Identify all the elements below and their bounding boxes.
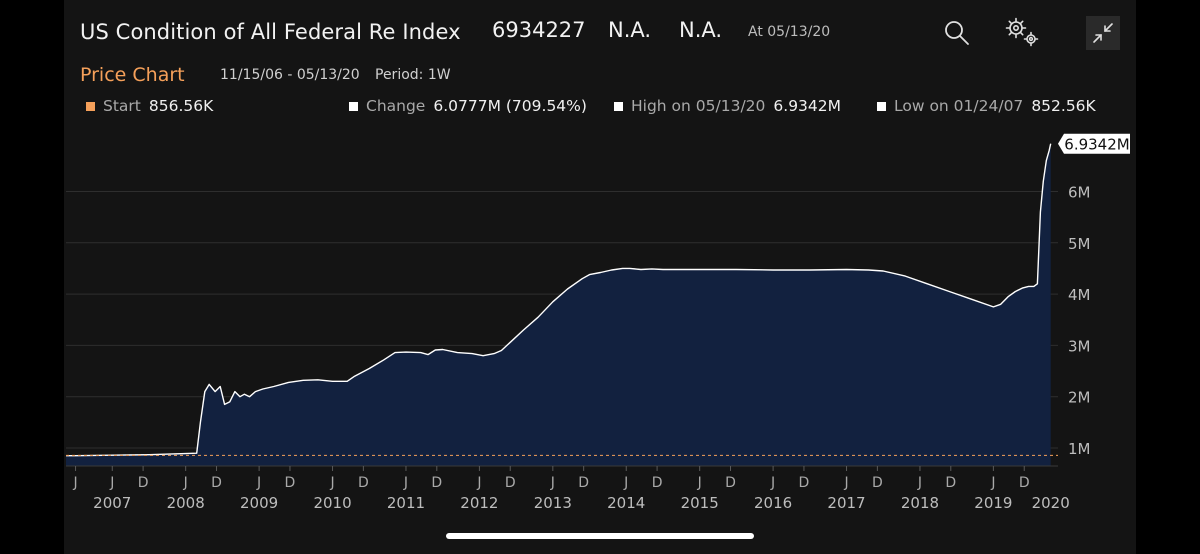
x-tick-month-21: J	[843, 475, 848, 491]
high-label: High on 05/13/20	[631, 97, 766, 115]
low-value: 852.56K	[1031, 97, 1096, 115]
x-tick-year-2017: 2017	[827, 494, 865, 512]
x-tick-month-13: J	[550, 475, 555, 491]
last-value-label: 6.9342M	[1064, 136, 1129, 154]
home-indicator[interactable]	[446, 533, 754, 539]
minimize-icon[interactable]	[1086, 16, 1120, 50]
price-chart-label[interactable]: Price Chart	[80, 64, 185, 86]
x-tick-year-2012: 2012	[460, 494, 498, 512]
series-line	[66, 143, 1052, 457]
x-tick-month-24: D	[945, 475, 956, 491]
y-tick-3M: 3M	[1068, 337, 1091, 355]
y-tick-2M: 2M	[1068, 389, 1091, 407]
low-label: Low on 01/24/07	[894, 97, 1024, 115]
x-tick-month-20: D	[799, 475, 810, 491]
stat-start: Start 856.56K	[86, 97, 213, 115]
change-legend-swatch	[349, 101, 358, 111]
x-tick-month-1: J	[109, 475, 114, 491]
x-tick-month-5: J	[256, 475, 261, 491]
high-value: 6.9342M	[773, 97, 842, 115]
x-tick-month-14: D	[578, 475, 589, 491]
x-tick-year-2011: 2011	[387, 494, 425, 512]
x-tick-month-3: J	[183, 475, 188, 491]
stat-high: High on 05/13/20 6.9342M	[614, 97, 841, 115]
change-label: Change	[366, 97, 426, 115]
x-tick-month-11: J	[476, 475, 481, 491]
high-legend-swatch	[614, 101, 623, 111]
x-tick-year-2013: 2013	[534, 494, 572, 512]
x-tick-year-2009: 2009	[240, 494, 278, 512]
x-tick-month-16: D	[652, 475, 663, 491]
net-change: N.A.	[608, 18, 652, 42]
date-range: 11/15/06 - 05/13/20	[220, 67, 360, 83]
y-tick-5M: 5M	[1068, 235, 1091, 253]
x-tick-month-23: J	[917, 475, 922, 491]
x-tick-month-2: D	[138, 475, 149, 491]
x-tick-month-17: J	[697, 475, 702, 491]
x-tick-year-2014: 2014	[607, 494, 645, 512]
x-tick-month-15: J	[623, 475, 628, 491]
x-tick-month-12: D	[505, 475, 516, 491]
x-tick-month-6: D	[285, 475, 296, 491]
stat-change: Change 6.0777M (709.54%)	[349, 97, 587, 115]
x-tick-month-19: J	[770, 475, 775, 491]
x-tick-month-9: J	[403, 475, 408, 491]
x-tick-month-18: D	[725, 475, 736, 491]
last-value-callout	[1058, 133, 1130, 154]
x-tick-year-2018: 2018	[901, 494, 939, 512]
x-tick-month-8: D	[358, 475, 369, 491]
settings-icon[interactable]	[1004, 16, 1040, 48]
x-tick-year-2008: 2008	[167, 494, 205, 512]
x-tick-year-2016: 2016	[754, 494, 792, 512]
as-of-date: At 05/13/20	[748, 24, 831, 40]
series-area	[66, 143, 1051, 466]
x-tick-month-25: J	[990, 475, 995, 491]
low-legend-swatch	[877, 101, 886, 111]
x-tick-year-2007: 2007	[93, 494, 131, 512]
y-tick-4M: 4M	[1068, 286, 1091, 304]
x-tick-month-0: J	[72, 475, 77, 491]
x-tick-year-2010: 2010	[313, 494, 351, 512]
start-legend-swatch	[86, 101, 95, 111]
x-tick-month-7: J	[329, 475, 334, 491]
y-tick-6M: 6M	[1068, 183, 1091, 201]
x-tick-year-2020: 2020	[1032, 494, 1070, 512]
header-row: US Condition of All Federal Re Index	[80, 14, 461, 50]
stat-low: Low on 01/24/07 852.56K	[877, 97, 1096, 115]
x-tick-year-2015: 2015	[681, 494, 719, 512]
x-tick-month-26: D	[1019, 475, 1030, 491]
y-tick-1M: 1M	[1068, 440, 1091, 458]
period: Period: 1W	[375, 67, 451, 83]
security-title: US Condition of All Federal Re Index	[80, 20, 461, 44]
search-icon[interactable]	[944, 20, 970, 46]
percent-change: N.A.	[679, 18, 723, 42]
start-label: Start	[103, 97, 141, 115]
change-value: 6.0777M (709.54%)	[433, 97, 587, 115]
x-tick-month-22: D	[872, 475, 883, 491]
x-tick-month-4: D	[211, 475, 222, 491]
last-value: 6934227	[492, 18, 586, 42]
x-tick-month-10: D	[431, 475, 442, 491]
start-value: 856.56K	[148, 97, 214, 115]
x-tick-year-2019: 2019	[974, 494, 1012, 512]
